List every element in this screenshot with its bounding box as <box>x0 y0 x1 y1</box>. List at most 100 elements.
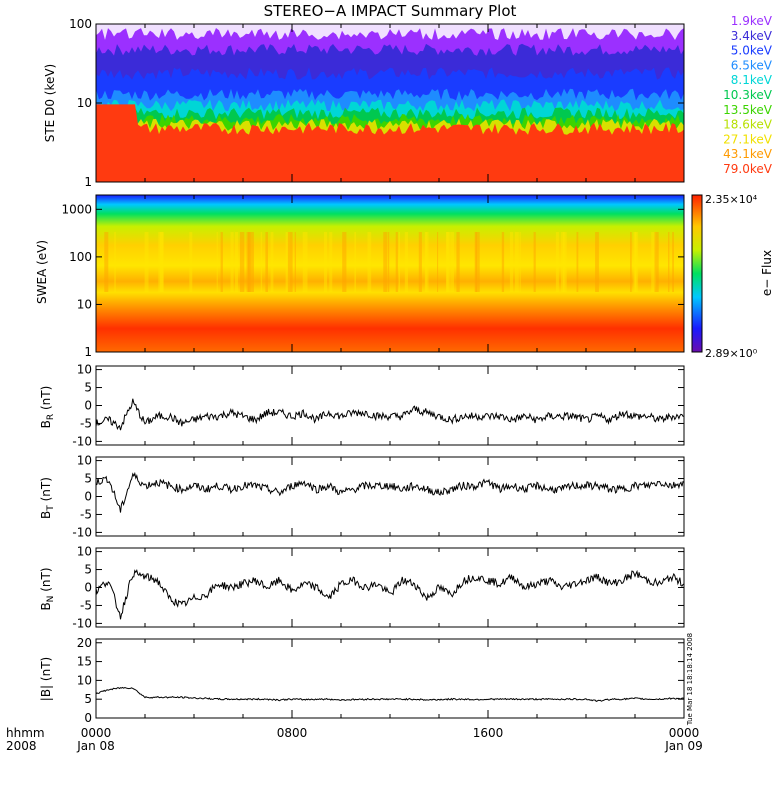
swea-texture-stripe <box>239 232 245 292</box>
ste-y-tick-label: 10 <box>77 96 92 110</box>
swea-spectrogram-texture <box>104 232 674 292</box>
swea-texture-stripe <box>475 232 477 292</box>
footer-hhmm-label: hhmm <box>6 726 45 740</box>
swea-colorbar-frame <box>691 194 703 353</box>
bn-y-tick-label: -5 <box>80 598 92 612</box>
bt-y-label-unit: (nT) <box>39 477 53 505</box>
br-y-label-unit: (nT) <box>39 386 53 414</box>
swea-texture-stripe <box>437 232 439 292</box>
bmag-series-line <box>95 686 685 703</box>
bmag-y-ticks: 0 5 10 15 20 <box>77 636 684 725</box>
swea-texture-stripe <box>654 232 659 292</box>
time-tick-label-hhmm: 1600 <box>473 726 504 740</box>
swea-texture-stripe <box>425 232 427 292</box>
ste-legend-item: 10.3keV <box>723 88 773 102</box>
bt-y-label-main: B <box>39 511 53 519</box>
swea-texture-stripe <box>418 232 422 292</box>
bmag-panel: 0 5 10 15 20 |B| (nT) Tue Mar 18 18:18:14 20… <box>39 633 694 726</box>
time-tick-label-date: Jan 09 <box>664 739 703 753</box>
bn-y-label: BN (nT) <box>39 567 56 610</box>
time-tick-label-hhmm: 0000 <box>669 726 700 740</box>
bn-panel-frame <box>95 547 685 628</box>
bt-y-label-sub: T <box>46 505 56 512</box>
swea-y-tick-label: 10 <box>77 297 92 311</box>
ste-legend-item: 79.0keV <box>723 162 773 176</box>
ste-legend-item: 13.5keV <box>723 103 773 117</box>
ste-legend-item: 1.9keV <box>731 14 773 28</box>
ste-y-tick-label: 1 <box>84 175 92 189</box>
ste-panel: 1 10 100 STE D0 (keV) 1.9keV3.4keV5.0keV6.… <box>43 14 773 189</box>
swea-texture-stripe <box>561 232 565 292</box>
bn-y-label-unit: (nT) <box>39 567 53 595</box>
ste-y-tick-label: 100 <box>69 17 92 31</box>
swea-y-tick-label: 100 <box>69 250 92 264</box>
ste-legend-item: 18.6keV <box>723 118 773 132</box>
br-panel: -10 -5 0 5 10 BR (nT) <box>39 363 685 448</box>
br-series-line <box>95 398 684 431</box>
swea-texture-stripe <box>234 232 238 292</box>
bt-y-tick-label: -10 <box>72 525 92 539</box>
swea-texture-stripe <box>595 232 599 292</box>
swea-texture-stripe <box>230 232 234 292</box>
swea-colorbar <box>692 195 702 352</box>
ste-legend-item: 43.1keV <box>723 147 773 161</box>
swea-texture-stripe <box>294 232 296 292</box>
swea-texture-stripe <box>159 232 164 292</box>
br-y-tick-label: -10 <box>72 434 92 448</box>
swea-texture-stripe <box>383 232 388 292</box>
swea-texture-stripe <box>446 232 449 292</box>
bn-y-tick-label: 10 <box>77 545 92 559</box>
swea-texture-stripe <box>246 232 251 292</box>
colorbar-label: e− Flux <box>760 250 774 296</box>
bmag-panel-frame <box>95 638 685 719</box>
bn-series-line <box>95 569 685 620</box>
swea-texture-stripe <box>270 232 274 292</box>
swea-texture-stripe <box>519 232 521 292</box>
time-axis-ticks <box>95 24 685 718</box>
bt-y-tick-label: 0 <box>84 490 92 504</box>
swea-texture-stripe <box>395 232 398 292</box>
ste-legend-item: 8.1keV <box>731 73 773 87</box>
bt-series-line <box>95 471 685 513</box>
swea-texture-stripe <box>514 232 519 292</box>
ste-legend-item: 5.0keV <box>731 44 773 58</box>
swea-y-ticks: 1 10 100 1000 <box>61 202 684 359</box>
br-panel-frame <box>95 365 685 446</box>
swea-texture-stripe <box>158 232 164 292</box>
bn-y-label-main: B <box>39 602 53 610</box>
br-y-tick-label: 10 <box>77 363 92 377</box>
swea-spectrogram <box>96 195 684 352</box>
swea-texture-stripe <box>354 232 356 292</box>
swea-texture-stripe <box>634 232 637 292</box>
swea-texture-stripe <box>446 232 448 292</box>
swea-texture-stripe <box>302 232 308 292</box>
bn-y-label-sub: N <box>46 596 56 603</box>
swea-texture-stripe <box>533 232 536 292</box>
bn-y-tick-label: -10 <box>72 616 92 630</box>
colorbar-max-label: 2.35×10⁴ <box>705 193 758 206</box>
swea-texture-stripe <box>388 232 390 292</box>
bt-y-ticks: -10 -5 0 5 10 <box>72 454 684 539</box>
br-y-tick-label: -5 <box>80 416 92 430</box>
ste-spectrogram <box>96 24 684 183</box>
footer-year-label: 2008 <box>6 739 37 753</box>
bmag-y-tick-label: 20 <box>77 636 92 650</box>
bt-y-tick-label: -5 <box>80 507 92 521</box>
swea-texture-stripe <box>635 232 639 292</box>
swea-texture-stripe <box>668 232 670 292</box>
swea-panel: 1 10 100 1000 SWEA (eV) 2.35×10⁴ 2.89×10⁰ e… <box>35 193 774 360</box>
swea-texture-stripe <box>144 232 149 292</box>
swea-texture-stripe <box>220 232 223 292</box>
swea-texture-stripe <box>265 232 268 292</box>
swea-texture-stripe <box>342 232 347 292</box>
br-y-label: BR (nT) <box>39 386 56 429</box>
br-y-ticks: -10 -5 0 5 10 <box>72 363 684 448</box>
swea-texture-stripe <box>324 232 327 292</box>
bn-y-tick-label: 5 <box>84 563 92 577</box>
swea-texture-stripe <box>424 232 429 292</box>
swea-texture-stripe <box>633 232 636 292</box>
generation-timestamp: Tue Mar 18 18:18:14 2008 <box>686 633 694 726</box>
swea-texture-stripe <box>249 232 254 292</box>
swea-texture-stripe <box>630 232 632 292</box>
